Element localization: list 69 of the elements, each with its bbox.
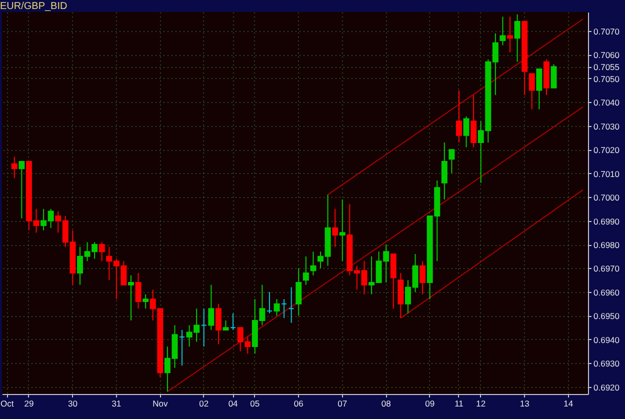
y-tick-label: 0.7055: [594, 62, 620, 72]
x-tick-label: 05: [250, 398, 260, 408]
x-tick-label: 13: [520, 398, 530, 408]
candlestick: [11, 156, 18, 179]
x-tick-label: 09: [425, 398, 435, 408]
candlestick: [18, 160, 25, 219]
candlestick: [230, 312, 236, 330]
candlestick: [339, 198, 346, 262]
y-tick-label: 0.7000: [594, 192, 620, 203]
x-tick-label: 07: [338, 398, 348, 408]
y-tick-label: 0.6950: [594, 311, 620, 322]
candlestick: [142, 294, 149, 310]
candlestick: [332, 208, 338, 248]
candlestick: [500, 16, 506, 46]
candlestick: [266, 291, 272, 314]
candlestick: [550, 64, 557, 88]
candlestick: [281, 298, 288, 319]
y-tick-label: 0.7060: [594, 50, 620, 60]
y-tick-label: 0.7070: [594, 26, 620, 36]
y-tick-label: 0.7050: [594, 74, 620, 84]
y-tick-label: 0.6920: [594, 382, 620, 392]
x-tick-label: 12: [476, 398, 486, 408]
candlestick: [528, 73, 535, 110]
candlestick: [463, 116, 470, 148]
chart-title: EUR/GBP_BID: [0, 1, 68, 12]
x-tick-label: 04: [228, 398, 238, 408]
candlestick: [448, 149, 455, 174]
x-tick-label: 14: [564, 398, 574, 408]
candlestick: [222, 320, 229, 330]
x-tick-label: 11: [454, 398, 464, 408]
x-tick-label: Nov: [152, 398, 168, 408]
y-tick-label: 0.6990: [594, 216, 620, 226]
candlestick: [390, 254, 396, 310]
candlestick: [135, 272, 142, 310]
y-tick-label: 0.6980: [594, 240, 620, 250]
candlestick: [288, 286, 294, 324]
x-tick-label: Oct: [0, 398, 14, 408]
y-tick-label: 0.6940: [594, 334, 620, 345]
y-tick-label: 0.6930: [594, 358, 620, 369]
candlestick: [470, 94, 477, 148]
candlestick: [128, 274, 134, 321]
candlestick: [514, 14, 520, 62]
candlestick: [456, 90, 462, 143]
x-tick-label: 30: [68, 398, 78, 408]
candlestick: [200, 308, 207, 348]
y-tick-label: 0.7010: [594, 168, 620, 179]
candlestick: [420, 260, 426, 295]
x-tick-label: 02: [199, 398, 209, 408]
candlestick: [302, 256, 309, 286]
x-tick-label: 08: [381, 398, 392, 408]
y-tick-label: 0.6960: [594, 287, 620, 298]
x-tick-label: 31: [112, 398, 122, 408]
candlestick: [296, 268, 302, 316]
candlestick: [179, 329, 186, 366]
candlestick: [208, 284, 214, 330]
candlestick: [507, 16, 514, 53]
candlestick: [274, 298, 280, 316]
candlestick: [536, 68, 542, 110]
x-tick-label: 29: [24, 398, 34, 408]
candlestick: [310, 251, 316, 276]
candlestick: [398, 272, 404, 319]
x-tick-label: 06: [294, 398, 304, 408]
y-tick-label: 0.6970: [594, 264, 620, 274]
candlestick: [98, 242, 105, 262]
y-tick-label: 0.7020: [594, 145, 620, 156]
candlestick: [215, 303, 222, 345]
y-tick-label: 0.7030: [594, 121, 620, 132]
y-tick-label: 0.7040: [594, 98, 620, 108]
candlestick: [441, 142, 448, 200]
